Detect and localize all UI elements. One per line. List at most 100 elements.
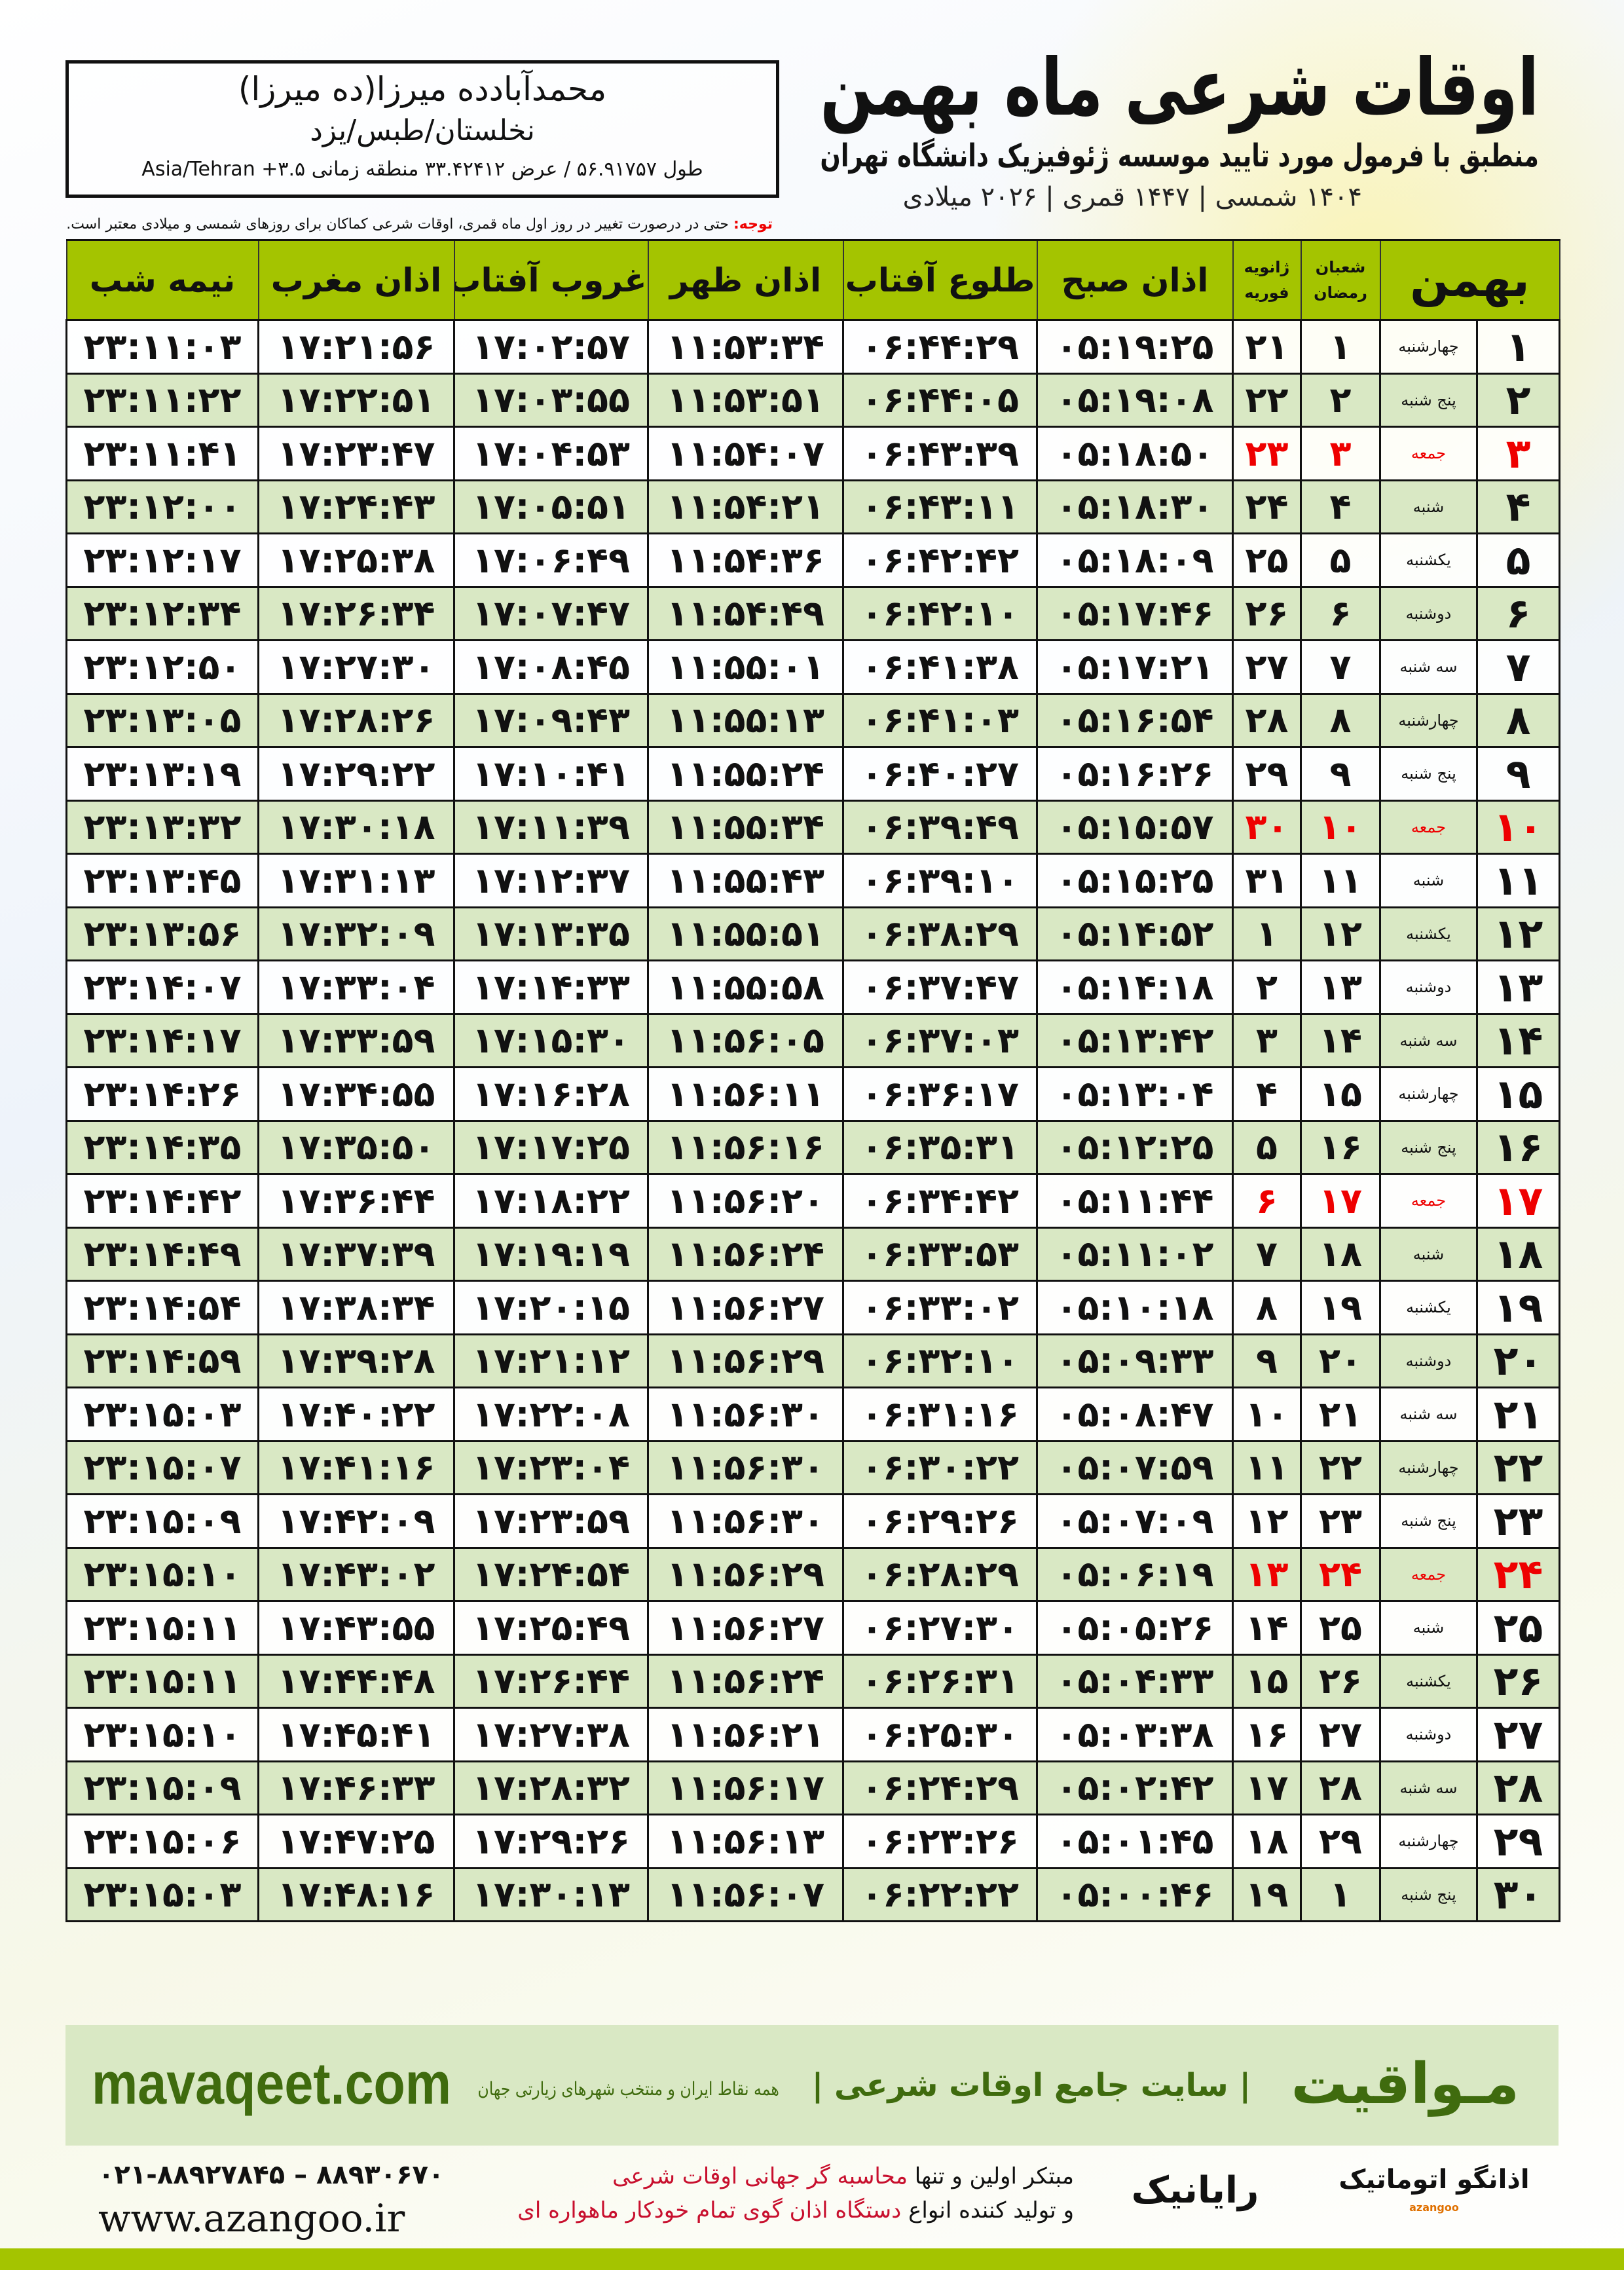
cell-nimeh: ۲۳:۱۵:۱۱	[65, 1600, 259, 1656]
cell-day: ۴	[1476, 479, 1561, 534]
cell-ghorub: ۱۷:۲۵:۴۹	[453, 1600, 649, 1656]
table-row: ۸ چهارشنبه ۸ ۲۸ ۰۵:۱۶:۵۴ ۰۶:۴۱:۰۳ ۱۱:۵۵:۱۳ ۱۷:۰…	[65, 692, 1561, 748]
cell-maghrib: ۱۷:۴۱:۱۶	[257, 1440, 455, 1495]
cell-nimeh: ۲۳:۱۱:۰۳	[65, 319, 259, 375]
advert-2a: و تولید کننده انواع	[901, 2197, 1074, 2223]
cell-sobh: ۰۵:۰۷:۵۹	[1036, 1440, 1234, 1495]
cell-day: ۲۳	[1476, 1493, 1561, 1549]
cell-nimeh: ۲۳:۱۵:۰۶	[65, 1814, 259, 1869]
prayer-times-table: بهمن شعبان رمضان ژانویه فوریه اذان صبح طلو…	[65, 239, 1561, 1922]
cell-gregorian-day: ۱۹	[1232, 1867, 1302, 1922]
header-gregorian: ژانویه فوریه	[1232, 239, 1302, 321]
cell-nimeh: ۲۳:۱۴:۰۷	[65, 959, 259, 1015]
cell-gregorian-day: ۸	[1232, 1280, 1302, 1335]
promo-url[interactable]: mavaqeet.com	[92, 2051, 452, 2117]
table-row: ۱۳ دوشنبه ۱۳ ۲ ۰۵:۱۴:۱۸ ۰۶:۳۷:۴۷ ۱۱:۵۵:۵۸ ۱۷:۱۴…	[65, 959, 1561, 1015]
cell-weekday: شنبه	[1378, 1600, 1479, 1656]
table-row: ۲۴ جمعه ۲۴ ۱۳ ۰۵:۰۶:۱۹ ۰۶:۲۸:۲۹ ۱۱:۵۶:۲۹ ۱۷:۲۴:…	[65, 1546, 1561, 1602]
cell-gregorian-day: ۲۲	[1232, 372, 1302, 428]
table-row: ۲۸ سه شنبه ۲۸ ۱۷ ۰۵:۰۲:۴۲ ۰۶:۲۴:۲۹ ۱۱:۵۶:۱۷ ۱۷:…	[65, 1760, 1561, 1815]
page-title: اوقات شرعی ماه بهمن	[820, 43, 1539, 134]
cell-day: ۱۶	[1476, 1119, 1561, 1175]
cell-weekday: شنبه	[1378, 1226, 1479, 1282]
cell-gregorian-day: ۳	[1232, 1013, 1302, 1068]
cell-nimeh: ۲۳:۱۳:۱۹	[65, 746, 259, 802]
cell-sobh: ۰۵:۰۰:۴۶	[1036, 1867, 1234, 1922]
cell-maghrib: ۱۷:۳۸:۳۴	[257, 1280, 455, 1335]
table-row: ۲۳ پنج شنبه ۲۳ ۱۲ ۰۵:۰۷:۰۹ ۰۶:۲۹:۲۶ ۱۱:۵۶:۳۰ ۱۷…	[65, 1493, 1561, 1549]
location-name-box: محمدآبادده میرزا(ده میرزا)	[82, 67, 763, 111]
cell-gregorian-day: ۶	[1232, 1173, 1302, 1229]
header-nimeh: نیمه شب	[65, 239, 259, 321]
cell-sobh: ۰۵:۱۳:۴۲	[1036, 1013, 1234, 1068]
table-row: ۲۹ چهارشنبه ۲۹ ۱۸ ۰۵:۰۱:۴۵ ۰۶:۲۳:۲۶ ۱۱:۵۶:۱۳ ۱۷…	[65, 1814, 1561, 1869]
advert-2b: دستگاه اذان گوی تمام خودکار ماهواره ای	[517, 2197, 902, 2223]
cell-weekday: دوشنبه	[1378, 959, 1479, 1015]
header-maghrib: اذان مغرب	[257, 239, 455, 321]
cell-nimeh: ۲۳:۱۵:۱۰	[65, 1707, 259, 1762]
cell-zohr: ۱۱:۵۵:۴۳	[647, 853, 844, 908]
cell-nimeh: ۲۳:۱۵:۱۱	[65, 1653, 259, 1709]
cell-hijri-day: ۲۷	[1300, 1707, 1381, 1762]
azangoo-logo-en: azangoo	[1409, 2201, 1459, 2214]
cell-zohr: ۱۱:۵۶:۲۷	[647, 1280, 844, 1335]
table-row: ۲۲ چهارشنبه ۲۲ ۱۱ ۰۵:۰۷:۵۹ ۰۶:۳۰:۲۲ ۱۱:۵۶:۳۰ ۱۷…	[65, 1440, 1561, 1495]
cell-ghorub: ۱۷:۱۶:۲۸	[453, 1066, 649, 1122]
cell-day: ۲۶	[1476, 1653, 1561, 1709]
cell-hijri-day: ۴	[1300, 479, 1381, 534]
table-row: ۵ یکشنبه ۵ ۲۵ ۰۵:۱۸:۰۹ ۰۶:۴۲:۴۲ ۱۱:۵۴:۳۶ ۱۷:۰۶:…	[65, 532, 1561, 588]
cell-maghrib: ۱۷:۳۶:۴۴	[257, 1173, 455, 1229]
cell-hijri-day: ۲۸	[1300, 1760, 1381, 1815]
cell-zohr: ۱۱:۵۶:۱۷	[647, 1760, 844, 1815]
cell-zohr: ۱۱:۵۶:۱۶	[647, 1119, 844, 1175]
cell-ghorub: ۱۷:۱۳:۳۵	[453, 906, 649, 961]
cell-nimeh: ۲۳:۱۵:۰۷	[65, 1440, 259, 1495]
cell-day: ۱۴	[1476, 1013, 1561, 1068]
cell-gregorian-day: ۲۸	[1232, 692, 1302, 748]
cell-gregorian-day: ۲۳	[1232, 426, 1302, 481]
cell-sobh: ۰۵:۰۳:۳۸	[1036, 1707, 1234, 1762]
cell-gregorian-day: ۱۷	[1232, 1760, 1302, 1815]
cell-nimeh: ۲۳:۱۱:۲۲	[65, 372, 259, 428]
azangoo-url[interactable]: www.azangoo.ir	[98, 2196, 405, 2241]
page-subtitle-box: منطبق با فرمول مورد تایید موسسه ژئوفیزیک…	[805, 136, 1539, 176]
cell-tolu: ۰۶:۴۳:۱۱	[842, 479, 1038, 534]
cell-ghorub: ۱۷:۲۳:۰۴	[453, 1440, 649, 1495]
azangoo-url-box[interactable]: www.azangoo.ir	[98, 2195, 465, 2241]
cell-sobh: ۰۵:۱۸:۰۹	[1036, 532, 1234, 588]
cell-gregorian-day: ۳۰	[1232, 799, 1302, 855]
cell-tolu: ۰۶:۴۴:۰۵	[842, 372, 1038, 428]
cell-maghrib: ۱۷:۲۸:۲۶	[257, 692, 455, 748]
table-row: ۱۵ چهارشنبه ۱۵ ۴ ۰۵:۱۳:۰۴ ۰۶:۳۶:۱۷ ۱۱:۵۶:۱۱ ۱۷:…	[65, 1066, 1561, 1122]
phone-numbers-box: ۰۲۱-۸۸۹۲۷۸۴۵ – ۸۸۹۳۰۶۷۰	[98, 2159, 465, 2191]
cell-zohr: ۱۱:۵۶:۲۹	[647, 1333, 844, 1388]
cell-weekday: چهارشنبه	[1378, 692, 1479, 748]
cell-tolu: ۰۶:۴۳:۳۹	[842, 426, 1038, 481]
cell-hijri-day: ۵	[1300, 532, 1381, 588]
cell-sobh: ۰۵:۰۴:۳۳	[1036, 1653, 1234, 1709]
promo-url-box[interactable]: mavaqeet.com	[92, 2048, 458, 2120]
cell-gregorian-day: ۲	[1232, 959, 1302, 1015]
cell-tolu: ۰۶:۳۷:۴۷	[842, 959, 1038, 1015]
cell-zohr: ۱۱:۵۶:۰۷	[647, 1867, 844, 1922]
cell-weekday: یکشنبه	[1378, 1653, 1479, 1709]
mavaqeet-logo-box: مـواقیت	[1270, 2048, 1520, 2120]
table-row: ۲۰ دوشنبه ۲۰ ۹ ۰۵:۰۹:۳۳ ۰۶:۳۲:۱۰ ۱۱:۵۶:۲۹ ۱۷:۲۱…	[65, 1333, 1561, 1388]
cell-gregorian-day: ۲۵	[1232, 532, 1302, 588]
cell-weekday: پنج شنبه	[1378, 372, 1479, 428]
cell-nimeh: ۲۳:۱۵:۰۳	[65, 1386, 259, 1442]
cell-zohr: ۱۱:۵۶:۲۰	[647, 1173, 844, 1229]
cell-gregorian-day: ۲۹	[1232, 746, 1302, 802]
table-row: ۱۱ شنبه ۱۱ ۳۱ ۰۵:۱۵:۲۵ ۰۶:۳۹:۱۰ ۱۱:۵۵:۴۳ ۱۷:۱۲:…	[65, 853, 1561, 908]
cell-tolu: ۰۶:۲۸:۲۹	[842, 1546, 1038, 1602]
cell-tolu: ۰۶:۲۶:۳۱	[842, 1653, 1038, 1709]
cell-sobh: ۰۵:۱۶:۵۴	[1036, 692, 1234, 748]
cell-ghorub: ۱۷:۲۶:۴۴	[453, 1653, 649, 1709]
location-region: نخلستان/طبس/یزد	[310, 114, 535, 147]
cell-zohr: ۱۱:۵۴:۳۶	[647, 532, 844, 588]
location-region-box: نخلستان/طبس/یزد	[82, 112, 763, 150]
cell-zohr: ۱۱:۵۶:۰۵	[647, 1013, 844, 1068]
cell-maghrib: ۱۷:۴۰:۲۲	[257, 1386, 455, 1442]
cell-ghorub: ۱۷:۰۶:۴۹	[453, 532, 649, 588]
cell-hijri-day: ۷	[1300, 639, 1381, 695]
